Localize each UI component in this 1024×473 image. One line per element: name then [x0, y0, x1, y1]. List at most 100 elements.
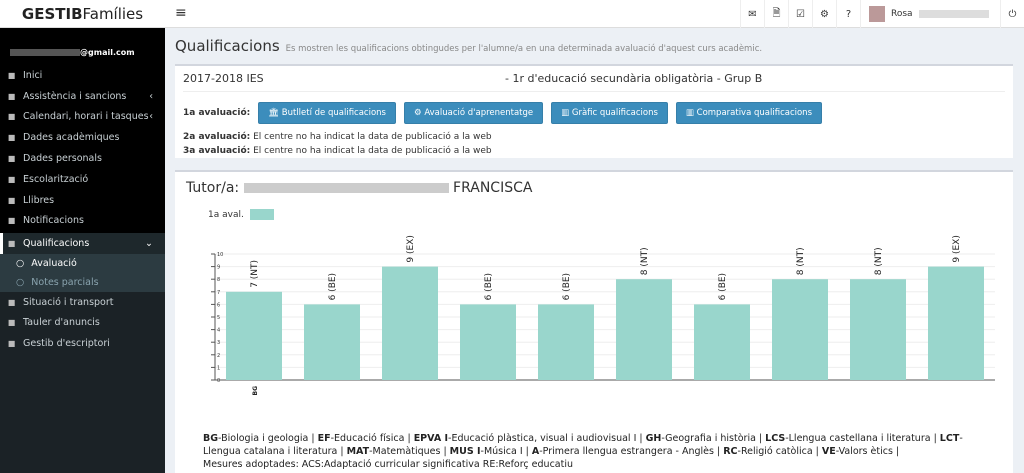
subject-name: -Llengua catalana i literatura |	[203, 433, 963, 457]
circle-icon: ○	[16, 257, 25, 269]
bar-data-label: 6 (BE)	[484, 273, 494, 300]
bar-data-label: 6 (BE)	[562, 273, 572, 300]
subject-code: BG	[203, 433, 219, 444]
grades-chart-button[interactable]: ▥ Gràfic qualificacions	[551, 102, 668, 124]
measures-text: Mesures adoptades: ACS:Adaptació curricu…	[203, 459, 573, 470]
sidebar-item-tauler-d-anuncis[interactable]: ■ Tauler d'anuncis	[7, 317, 100, 329]
sidebar-item-notificacions[interactable]: ■ Notificacions	[7, 215, 84, 227]
x-tick-label: BG	[252, 386, 259, 396]
bank-icon: ■	[7, 238, 16, 248]
sidebar-item-dades-personals[interactable]: ■ Dades personals	[7, 153, 102, 165]
sidebar-item-escolaritzaci-[interactable]: ■ Escolarització	[7, 173, 89, 185]
page-title: Qualificacions Es mostren les qualificaci…	[175, 37, 763, 55]
calendar-icon: ■	[7, 112, 16, 122]
user-menu[interactable]: Rosa	[860, 0, 1000, 28]
school-year: 2017-2018 IES	[183, 72, 264, 85]
file-icon[interactable]: 🗎	[764, 0, 788, 28]
home-icon: ■	[7, 70, 16, 80]
calendar-check-icon: ■	[7, 91, 16, 101]
sidebar-item-situaci-i-transport[interactable]: ■ Situació i transport	[7, 296, 114, 308]
check-square-icon[interactable]: ☑	[788, 0, 812, 28]
y-tick-label: 8	[217, 277, 220, 283]
bar	[460, 304, 516, 380]
bar-data-label: 8 (NT)	[796, 247, 806, 275]
menu-toggle-icon[interactable]: ≡	[175, 5, 187, 21]
question-icon[interactable]: ?	[836, 0, 860, 28]
map-marker-icon: ■	[7, 297, 16, 307]
course-name: - 1r d'educació secundària obligatòria -…	[505, 72, 763, 85]
envelope-icon[interactable]: ✉	[740, 0, 764, 28]
y-tick-label: 2	[217, 353, 220, 359]
main-content: Qualificacions Es mostren les qualificaci…	[165, 28, 1024, 473]
bar-data-label: 6 (BE)	[328, 273, 338, 300]
subject-name: -Religió catòlica |	[737, 446, 822, 457]
bar-data-label: 8 (NT)	[640, 247, 650, 275]
sign-in-icon: ■	[7, 339, 16, 349]
newspaper-icon: ■	[7, 318, 16, 328]
subject-code: GH	[645, 433, 662, 444]
bar-data-label: 7 (NT)	[250, 260, 260, 288]
subject-name: -Primera llengua estrangera - Anglès |	[539, 446, 724, 457]
subject-name: -Matemàtiques |	[369, 446, 450, 457]
mobile-icon: ■	[7, 216, 16, 226]
y-tick-label: 4	[217, 328, 220, 334]
bar-chart: 0 1 2 3 4 5 6 7 8 9 10 7 (NT) BG 6 (BE) 9 (EX) 6 (BE) 6 …	[211, 235, 995, 396]
y-tick-label: 10	[217, 252, 223, 258]
subject-code: MUS I	[449, 446, 481, 457]
sidebar-item-llibres[interactable]: ■ Llibres	[7, 194, 55, 206]
user-icon: ■	[7, 154, 16, 164]
learning-evaluation-button[interactable]: ⚙ Avaluació d'aprenentatge	[403, 102, 544, 124]
legend-swatch	[249, 209, 274, 220]
page-subtitle: Es mostren les qualificacions obtingudes…	[285, 44, 763, 54]
chevron-icon: ⌄	[145, 237, 153, 249]
bar	[538, 304, 594, 380]
y-tick-label: 5	[217, 315, 220, 321]
subject-code: EPVA I	[413, 433, 449, 444]
y-tick-label: 0	[217, 378, 220, 384]
avatar	[869, 6, 885, 22]
bar	[694, 304, 750, 380]
bar	[226, 291, 282, 380]
user-email: @gmail.com	[0, 28, 165, 57]
subject-code: LCS	[765, 433, 786, 444]
subject-code: A	[531, 446, 540, 457]
bar-data-label: 9 (EX)	[952, 235, 962, 262]
subject-code: VE	[821, 446, 836, 457]
sidebar-item-calendari-horari-i-tasques[interactable]: ■ Calendari, horari i tasques ‹	[7, 111, 153, 123]
bulletin-button[interactable]: 🏛 Butlletí de qualificacions	[258, 102, 396, 124]
sidebar-item-gestib-d-escriptori[interactable]: ■ Gestib d'escriptori	[7, 338, 110, 350]
power-icon[interactable]: ⏻	[1000, 0, 1024, 28]
y-tick-label: 1	[217, 365, 220, 371]
subject-name: -Educació plàstica, visual i audiovisual…	[448, 433, 646, 444]
legend-label: 1a aval.	[208, 209, 244, 220]
bar	[772, 279, 828, 380]
sidebar-item-dades-acad-miques[interactable]: ■ Dades acadèmiques	[7, 132, 120, 144]
sidebar-item-assist-ncia-i-sancions[interactable]: ■ Assistència i sancions ‹	[7, 90, 153, 102]
bar-data-label: 8 (NT)	[874, 247, 884, 275]
grades-comparison-button[interactable]: ▥ Comparativa qualificacions	[675, 102, 823, 124]
subject-name: -Educació física |	[330, 433, 414, 444]
logo[interactable]: GESTIB Famílies	[0, 0, 165, 28]
subject-name: -Música I |	[480, 446, 532, 457]
y-tick-label: 9	[217, 265, 220, 271]
sidebar-item-qualificacions[interactable]: ■ Qualificacions ⌄	[0, 233, 165, 254]
cogs-icon[interactable]: ⚙	[812, 0, 836, 28]
info-box: 2017-2018 IES - 1r d'educació secundària …	[175, 64, 1013, 158]
subject-code: RC	[723, 446, 738, 457]
sidebar-subitem-notes-parcials[interactable]: ○ Notes parcials	[0, 272, 165, 292]
subject-name: -Geografia i història |	[661, 433, 766, 444]
y-tick-label: 6	[217, 302, 220, 308]
sidebar-item-inici[interactable]: ■ Inici	[7, 69, 43, 81]
circle-icon: ○	[16, 276, 25, 288]
tutor-name: Tutor/a: FRANCISCA	[186, 180, 533, 196]
subject-code: MAT	[346, 446, 370, 457]
subject-name: -Llengua castellana i literatura |	[785, 433, 940, 444]
bar	[616, 279, 672, 380]
bar	[382, 266, 438, 380]
bar	[304, 304, 360, 380]
bar	[928, 266, 984, 380]
bar-data-label: 9 (EX)	[406, 235, 416, 262]
sidebar-subitem-avaluacio[interactable]: ○ Avaluació	[0, 253, 165, 273]
books-icon: ■	[7, 195, 16, 205]
chart-box: Tutor/a: FRANCISCA 1a aval. 0 1 2 3 4 5 6 7 8 9 10…	[175, 170, 1013, 473]
